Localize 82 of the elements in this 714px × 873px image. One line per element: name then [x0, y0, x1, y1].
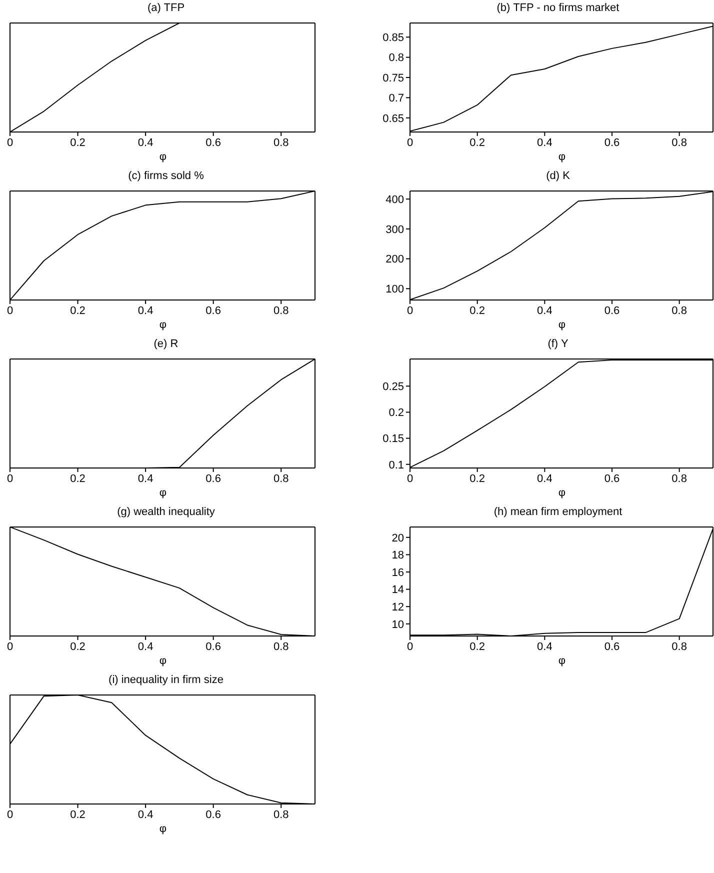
x-axis-title: φ: [557, 319, 567, 331]
x-tick-label: 0.2: [70, 472, 86, 485]
y-tick-label: 400: [386, 194, 404, 206]
x-tick-label: 0: [6, 808, 14, 821]
x-tick-label: 0.6: [604, 640, 620, 653]
x-tick-label: 0: [406, 304, 414, 317]
y-tick-label: 0.15: [382, 433, 404, 446]
x-tick-label: 0: [406, 640, 414, 653]
x-axis-title: φ: [557, 151, 567, 163]
x-tick-label: 0.4: [138, 808, 154, 821]
x-axis-title: φ: [158, 151, 168, 163]
y-tick-label: 14: [392, 584, 404, 596]
x-tick-label: 0.2: [470, 136, 485, 149]
y-tick-label: 100: [386, 284, 404, 296]
x-axis-title: φ: [158, 487, 168, 499]
y-tick-label: 200: [386, 254, 404, 266]
y-tick-label: 300: [386, 224, 404, 236]
x-tick-label: 0.6: [604, 304, 620, 317]
x-tick-label: 0.4: [537, 472, 552, 485]
x-tick-label: 0.8: [273, 640, 289, 653]
y-tick-label: 20: [392, 532, 404, 544]
chart-title: (f) Y: [546, 338, 570, 350]
x-tick-label: 0.8: [672, 640, 687, 653]
x-axis-title: φ: [158, 823, 168, 835]
x-tick-label: 0.8: [672, 472, 687, 485]
y-tick-label: 18: [392, 550, 404, 562]
x-tick-label: 0: [6, 472, 14, 485]
y-tick-label: 10: [392, 618, 404, 631]
x-tick-label: 0.6: [206, 304, 221, 317]
x-tick-label: 0: [406, 472, 414, 485]
x-tick-label: 0: [6, 640, 14, 653]
chart-title: (b) TFP - no firms market: [496, 2, 620, 14]
x-tick-label: 0.2: [470, 304, 485, 317]
x-tick-label: 0: [6, 136, 14, 149]
x-tick-label: 0.2: [70, 640, 86, 653]
x-tick-label: 0.6: [206, 472, 221, 485]
x-tick-label: 0.2: [470, 472, 485, 485]
x-tick-label: 0.6: [604, 136, 620, 149]
y-tick-label: 16: [392, 566, 404, 579]
y-tick-label: 0.2: [388, 407, 404, 420]
chart-title: (h) mean firm employment: [492, 506, 624, 518]
x-tick-label: 0.6: [604, 472, 620, 485]
chart-title: (e) R: [152, 338, 180, 350]
x-tick-label: 0.8: [672, 304, 687, 317]
chart-title: (a) TFP: [146, 2, 186, 14]
x-tick-label: 0.4: [537, 640, 552, 653]
y-tick-label: 0.25: [382, 381, 404, 394]
y-tick-label: 0.7: [388, 92, 404, 105]
chart-title: (d) K: [545, 170, 571, 182]
y-tick-label: 0.8: [388, 52, 404, 64]
chart-title: (c) firms sold %: [127, 170, 205, 182]
y-tick-label: 0.65: [382, 112, 404, 125]
x-tick-label: 0.8: [273, 136, 289, 149]
y-tick-label: 0.75: [382, 72, 404, 84]
x-tick-label: 0.8: [672, 136, 687, 149]
x-tick-label: 0: [6, 304, 14, 317]
chart-title: (g) wealth inequality: [116, 506, 216, 518]
x-axis-title: φ: [557, 655, 567, 667]
x-axis-title: φ: [158, 655, 168, 667]
x-tick-label: 0.4: [537, 304, 552, 317]
x-tick-label: 0.8: [273, 808, 289, 821]
x-tick-label: 0.4: [138, 304, 154, 317]
x-tick-label: 0.6: [206, 136, 221, 149]
y-tick-label: 12: [392, 601, 404, 614]
x-tick-label: 0.4: [537, 136, 552, 149]
x-tick-label: 0.4: [138, 640, 154, 653]
x-tick-label: 0: [406, 136, 414, 149]
x-tick-label: 0.2: [70, 136, 86, 149]
x-tick-label: 0.8: [273, 304, 289, 317]
x-axis-title: φ: [557, 487, 567, 499]
chart-title: (i) inequality in firm size: [108, 674, 224, 686]
y-tick-label: 0.85: [382, 32, 404, 44]
x-tick-label: 0.4: [138, 136, 154, 149]
y-tick-label: 0.1: [388, 459, 404, 472]
x-tick-label: 0.6: [206, 808, 221, 821]
x-tick-label: 0.8: [273, 472, 289, 485]
x-tick-label: 0.4: [138, 472, 154, 485]
x-tick-label: 0.2: [470, 640, 485, 653]
x-tick-label: 0.2: [70, 808, 86, 821]
x-tick-label: 0.2: [70, 304, 86, 317]
x-tick-label: 0.6: [206, 640, 221, 653]
x-axis-title: φ: [158, 319, 168, 331]
